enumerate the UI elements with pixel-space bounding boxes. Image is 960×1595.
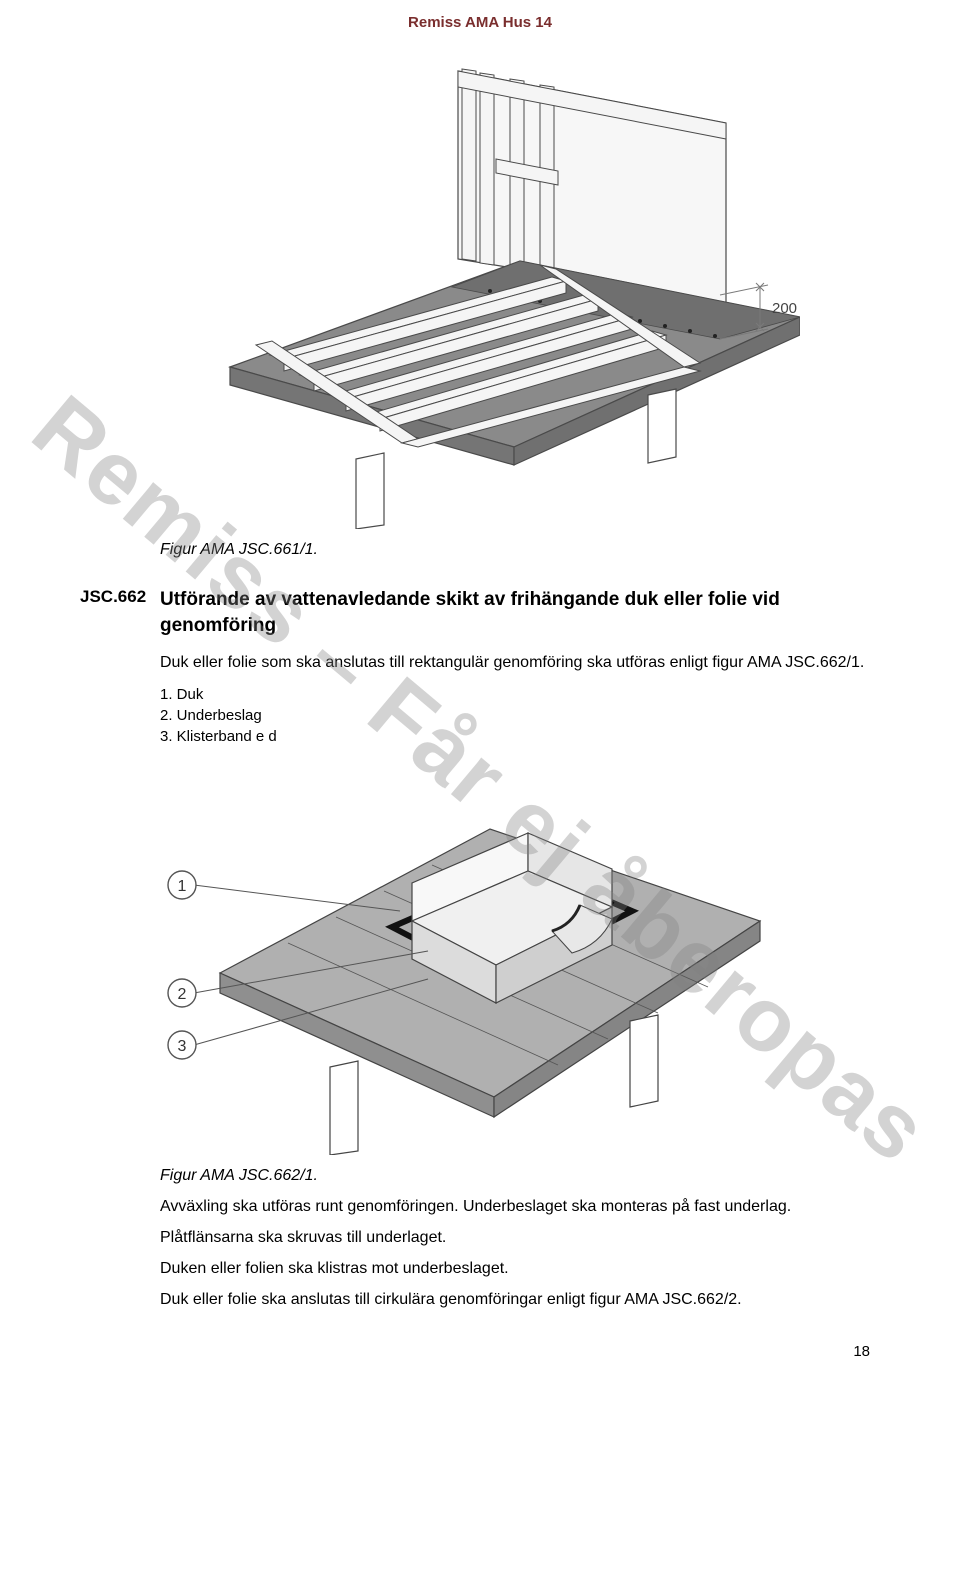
paragraph-2: Plåtflänsarna ska skruvas till underlage… <box>160 1226 880 1249</box>
paragraph-1: Avväxling ska utföras runt genomföringen… <box>160 1195 880 1218</box>
figure-1-svg: 200 mm <box>160 59 800 529</box>
page-header: Remiss AMA Hus 14 <box>0 0 960 59</box>
callout-3: 3 <box>178 1038 187 1055</box>
section-title: Utförande av vattenavledande skikt av fr… <box>160 587 880 638</box>
section-intro: Duk eller folie som ska anslutas till re… <box>160 652 880 674</box>
figure-1-caption: Figur AMA JSC.661/1. <box>160 541 880 559</box>
legend-item-1: 1. Duk <box>160 684 880 705</box>
callout-1: 1 <box>178 878 187 895</box>
callout-2: 2 <box>178 986 187 1003</box>
legend-item-3: 3. Klisterband e d <box>160 726 880 747</box>
legend-item-2: 2. Underbeslag <box>160 705 880 726</box>
figure-2-caption: Figur AMA JSC.662/1. <box>160 1167 880 1185</box>
figure-1-dimension: 200 mm <box>772 300 800 317</box>
paragraph-4: Duk eller folie ska anslutas till cirkul… <box>160 1288 880 1311</box>
paragraph-3: Duken eller folien ska klistras mot unde… <box>160 1257 880 1280</box>
figure-2-svg: 1 2 3 <box>160 755 780 1155</box>
figure-2-legend: 1. Duk 2. Underbeslag 3. Klisterband e d <box>160 684 880 747</box>
page-number: 18 <box>853 1343 870 1360</box>
page-content: 200 mm Figur AMA JSC.661/1. JSC.662 Utfö… <box>0 59 960 1312</box>
figure-1: 200 mm Figur AMA JSC.661/1. <box>80 59 880 559</box>
section-id: JSC.662 <box>80 587 160 684</box>
section-jsc662: JSC.662 Utförande av vattenavledande ski… <box>80 587 880 684</box>
